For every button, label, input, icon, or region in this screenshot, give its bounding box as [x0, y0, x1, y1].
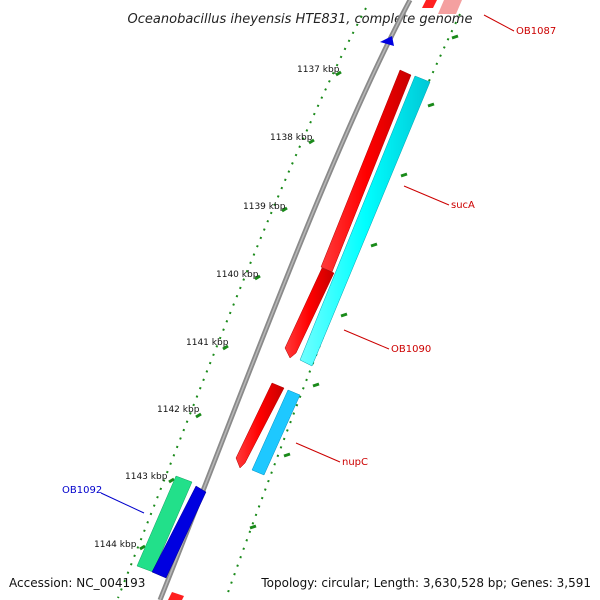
small-blue-arrow[interactable]: [380, 36, 394, 46]
genome-summary-text: Topology: circular; Length: 3,630,528 bp…: [261, 576, 591, 590]
gene-ob1090[interactable]: [284, 267, 335, 359]
gene-nupc[interactable]: [235, 382, 285, 469]
gene-label-ob1092[interactable]: OB1092: [62, 485, 102, 496]
gene-suca[interactable]: [320, 69, 412, 273]
connector-ob1092: [100, 492, 145, 514]
gene-red-bottom[interactable]: [168, 592, 184, 600]
gene-ob1087-red[interactable]: [422, 0, 437, 8]
gene-blue-reverse[interactable]: [251, 389, 301, 476]
tick-label-1144: 1144 kbp: [94, 540, 137, 550]
outer-tick-ring: [117, 7, 367, 599]
gene-label-nupc[interactable]: nupC: [342, 457, 368, 468]
tick-label-1138: 1138 kbp: [270, 133, 313, 143]
map-title: Oceanobacillus iheyensis HTE831, complet…: [128, 12, 473, 27]
gene-label-suca[interactable]: sucA: [451, 200, 475, 211]
connector-ob1090: [343, 329, 390, 350]
gene-label-ob1090[interactable]: OB1090: [391, 344, 431, 355]
major-tick-marks: [139, 70, 342, 551]
accession-text: Accession: NC_004193: [9, 576, 146, 590]
connector-suca: [403, 185, 450, 206]
gene-ob1087-pink[interactable]: [438, 0, 462, 14]
tick-label-1141: 1141 kbp: [186, 338, 229, 348]
gene-label-ob1087[interactable]: OB1087: [516, 26, 556, 37]
inner-tick-ring: [225, 13, 461, 599]
tick-label-1137: 1137 kbp: [297, 65, 340, 75]
tick-label-1142: 1142 kbp: [157, 405, 200, 415]
connector-ob1087: [483, 14, 515, 32]
gene-ob1092[interactable]: [151, 485, 207, 579]
connector-nupc: [295, 442, 341, 463]
inner-tick-marks: [249, 34, 459, 530]
gene-cyan-reverse[interactable]: [299, 75, 431, 367]
tick-label-1139: 1139 kbp: [243, 202, 286, 212]
tick-label-1143: 1143 kbp: [125, 472, 168, 482]
tick-label-1140: 1140 kbp: [216, 270, 259, 280]
